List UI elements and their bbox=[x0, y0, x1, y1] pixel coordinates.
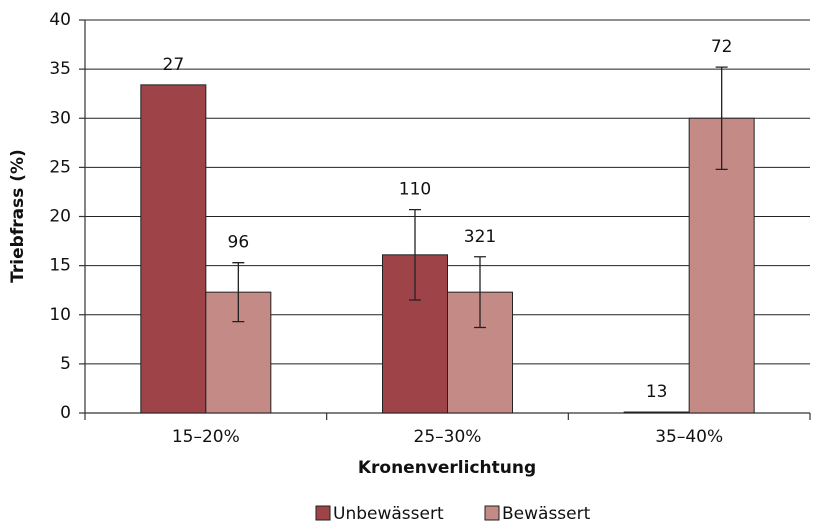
y-tick-label: 40 bbox=[49, 10, 71, 30]
y-tick-label: 35 bbox=[49, 59, 71, 79]
x-tick-label: 35–40% bbox=[655, 427, 723, 447]
legend-swatch bbox=[315, 505, 331, 521]
error-bar bbox=[409, 208, 421, 301]
error-bar bbox=[474, 256, 486, 329]
error-bar bbox=[715, 66, 728, 170]
sample-size-label: 110 bbox=[399, 180, 431, 200]
sample-size-label: 13 bbox=[646, 382, 668, 402]
x-axis-title: Kronenverlichtung bbox=[358, 458, 536, 478]
sample-size-label: 96 bbox=[228, 233, 250, 253]
sample-size-label: 27 bbox=[163, 55, 185, 75]
x-tick-label: 15–20% bbox=[172, 427, 240, 447]
bar bbox=[140, 84, 207, 414]
legend-label: Bewässert bbox=[502, 504, 591, 524]
bar bbox=[623, 411, 690, 414]
y-tick-label: 30 bbox=[49, 108, 71, 128]
y-tick-label: 20 bbox=[49, 207, 71, 227]
legend-swatch bbox=[484, 505, 500, 521]
y-tick-label: 10 bbox=[49, 305, 71, 325]
y-tick-label: 15 bbox=[49, 256, 71, 276]
y-tick-label: 0 bbox=[60, 403, 71, 423]
y-axis-title: Triebfrass (%) bbox=[8, 149, 28, 283]
legend-label: Unbewässert bbox=[333, 504, 444, 524]
x-tick-label: 25–30% bbox=[414, 427, 482, 447]
sample-size-label: 321 bbox=[464, 227, 496, 247]
y-tick-label: 25 bbox=[49, 157, 71, 177]
sample-size-label: 72 bbox=[711, 37, 733, 57]
error-bar bbox=[232, 262, 245, 323]
y-tick-label: 5 bbox=[60, 354, 71, 374]
